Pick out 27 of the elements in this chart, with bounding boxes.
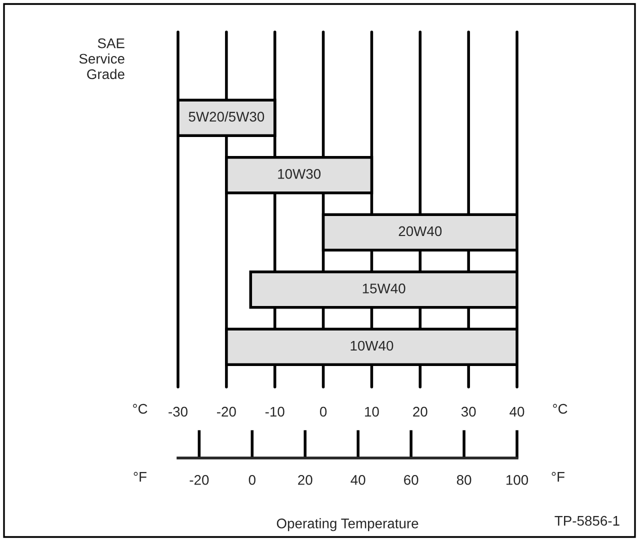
x-tick-label: 20 bbox=[413, 406, 428, 417]
x2-tick-label: 80 bbox=[456, 475, 472, 485]
text: TP-5856-1 bbox=[554, 516, 620, 526]
x-tick-label: 30 bbox=[461, 406, 476, 417]
x-tick-label: 10 bbox=[365, 406, 379, 417]
text: °F bbox=[134, 472, 146, 482]
x-tick-label: -30 bbox=[168, 406, 188, 417]
y-tick-label: 10W30 bbox=[278, 169, 321, 179]
y-tick-label: 15W40 bbox=[362, 284, 406, 294]
x2-tick-label: 100 bbox=[506, 475, 528, 485]
x2-tick-label: 60 bbox=[404, 475, 418, 485]
x-tick-label: -20 bbox=[217, 406, 236, 417]
x2-axis-title: Operating Temperature bbox=[276, 518, 418, 532]
x2-tick-label: 20 bbox=[298, 475, 312, 485]
y-axis-title: SAE Service Grade bbox=[79, 38, 124, 80]
x-tick-label: 0 bbox=[320, 406, 327, 417]
y-tick-label: 10W40 bbox=[350, 340, 394, 351]
text: °C bbox=[133, 404, 148, 414]
y-tick-label: 20W40 bbox=[398, 226, 442, 236]
text: °F bbox=[552, 472, 564, 482]
x2-tick-label: 0 bbox=[248, 475, 256, 485]
x2-tick-label: -20 bbox=[190, 475, 209, 485]
x-tick-label: -10 bbox=[265, 406, 284, 417]
y-tick-label: 5W20/5W30 bbox=[188, 111, 264, 122]
x2-tick-label: 40 bbox=[350, 475, 366, 485]
x-tick-label: 40 bbox=[510, 406, 524, 417]
text: °C bbox=[553, 404, 568, 414]
